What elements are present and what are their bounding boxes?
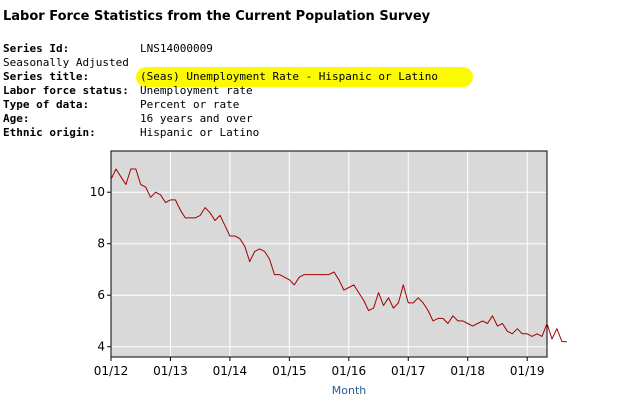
- meta-value: Unemployment rate: [140, 84, 253, 97]
- meta-label: Series Id:: [3, 42, 70, 55]
- meta-label: Ethnic origin:: [3, 126, 96, 139]
- y-tick-label: 4: [97, 340, 105, 354]
- x-tick-label: 01/18: [450, 364, 485, 378]
- series-line: [110, 168, 567, 343]
- x-tick-label: 01/14: [213, 364, 248, 378]
- meta-label: Type of data:: [3, 98, 90, 111]
- x-axis-title: Month: [332, 384, 367, 397]
- plot-frame: [110, 150, 548, 358]
- x-tick-label: 01/15: [272, 364, 307, 378]
- meta-value: LNS14000009: [140, 42, 213, 55]
- x-tick-label: 01/13: [153, 364, 188, 378]
- meta-value: Hispanic or Latino: [140, 126, 260, 139]
- meta-label: Series title:: [3, 70, 90, 83]
- y-tick-label: 8: [97, 237, 105, 251]
- x-tick-label: 01/17: [391, 364, 426, 378]
- y-tick-label: 10: [90, 185, 105, 199]
- meta-label: Seasonally Adjusted: [3, 56, 129, 69]
- x-tick-label: 01/16: [332, 364, 367, 378]
- meta-value: (Seas) Unemployment Rate - Hispanic or L…: [140, 70, 439, 83]
- plot-background: [111, 151, 547, 357]
- meta-label: Age:: [3, 112, 30, 125]
- x-tick-label: 01/12: [94, 364, 129, 378]
- page-title: Labor Force Statistics from the Current …: [3, 9, 431, 24]
- x-tick-label: 01/19: [510, 364, 545, 378]
- meta-value: Percent or rate: [140, 98, 240, 111]
- meta-value: 16 years and over: [140, 112, 253, 125]
- highlight-marker: [136, 67, 473, 87]
- meta-label: Labor force status:: [3, 84, 129, 97]
- y-tick-label: 6: [97, 288, 105, 302]
